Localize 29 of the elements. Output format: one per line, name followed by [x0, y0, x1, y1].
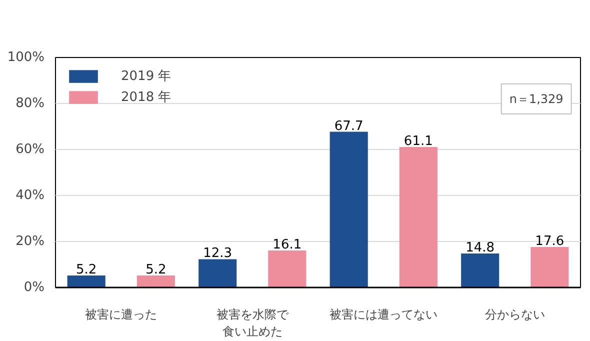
- data-label: 5.2: [146, 262, 166, 278]
- x-tick-label: 分からない: [484, 308, 545, 322]
- y-tick-label: 0%: [24, 280, 44, 295]
- data-label: 16.1: [272, 237, 302, 252]
- data-label: 5.2: [76, 262, 97, 278]
- y-tick-label: 20%: [16, 234, 45, 249]
- legend-label: 2018 年: [121, 89, 172, 106]
- data-label: 14.8: [466, 240, 495, 256]
- bar: [67, 276, 106, 288]
- data-label: 12.3: [203, 246, 232, 262]
- bar: [136, 276, 175, 288]
- bar: [530, 247, 569, 288]
- x-tick-label: 被害を水際で食い止めた: [216, 308, 290, 338]
- bar: [198, 259, 237, 288]
- y-tick-label: 40%: [16, 188, 45, 203]
- bar: [268, 250, 306, 288]
- y-tick-label: 80%: [16, 96, 45, 111]
- annotation: n＝1,329: [509, 92, 564, 106]
- data-label: 17.6: [535, 234, 564, 250]
- data-label: 67.7: [334, 118, 364, 134]
- bar: [461, 253, 500, 288]
- y-tick-label: 100%: [7, 50, 45, 65]
- x-tick-label: 被害には遭ってない: [330, 308, 438, 322]
- y-tick-label: 60%: [16, 142, 45, 157]
- x-tick-label: 被害に遭った: [85, 308, 158, 322]
- data-label: 61.1: [404, 134, 433, 149]
- legend-label: 2019 年: [121, 68, 172, 85]
- bar: [399, 146, 438, 288]
- bar: [330, 132, 368, 288]
